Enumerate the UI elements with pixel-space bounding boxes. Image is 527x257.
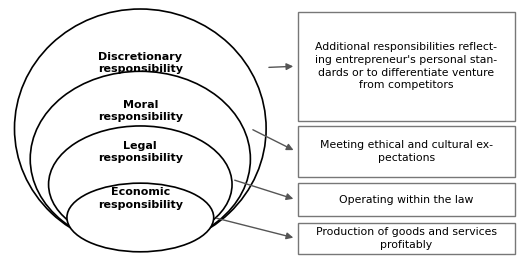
Ellipse shape [15, 9, 266, 248]
FancyBboxPatch shape [298, 223, 515, 254]
Text: Production of goods and services
profitably: Production of goods and services profita… [316, 227, 497, 250]
FancyBboxPatch shape [298, 183, 515, 216]
FancyBboxPatch shape [298, 12, 515, 121]
Ellipse shape [48, 126, 232, 243]
Text: Operating within the law: Operating within the law [339, 195, 474, 205]
FancyBboxPatch shape [298, 126, 515, 177]
Ellipse shape [30, 71, 250, 247]
Text: Moral
responsibility: Moral responsibility [98, 99, 183, 122]
Text: Additional responsibilities reflect-
ing entrepreneur's personal stan-
dards or : Additional responsibilities reflect- ing… [315, 42, 497, 90]
Text: Meeting ethical and cultural ex-
pectations: Meeting ethical and cultural ex- pectati… [320, 140, 493, 163]
Text: Discretionary
responsibility: Discretionary responsibility [98, 52, 183, 74]
Ellipse shape [67, 183, 214, 252]
Text: Economic
responsibility: Economic responsibility [98, 187, 183, 210]
Text: Legal
responsibility: Legal responsibility [98, 141, 183, 163]
